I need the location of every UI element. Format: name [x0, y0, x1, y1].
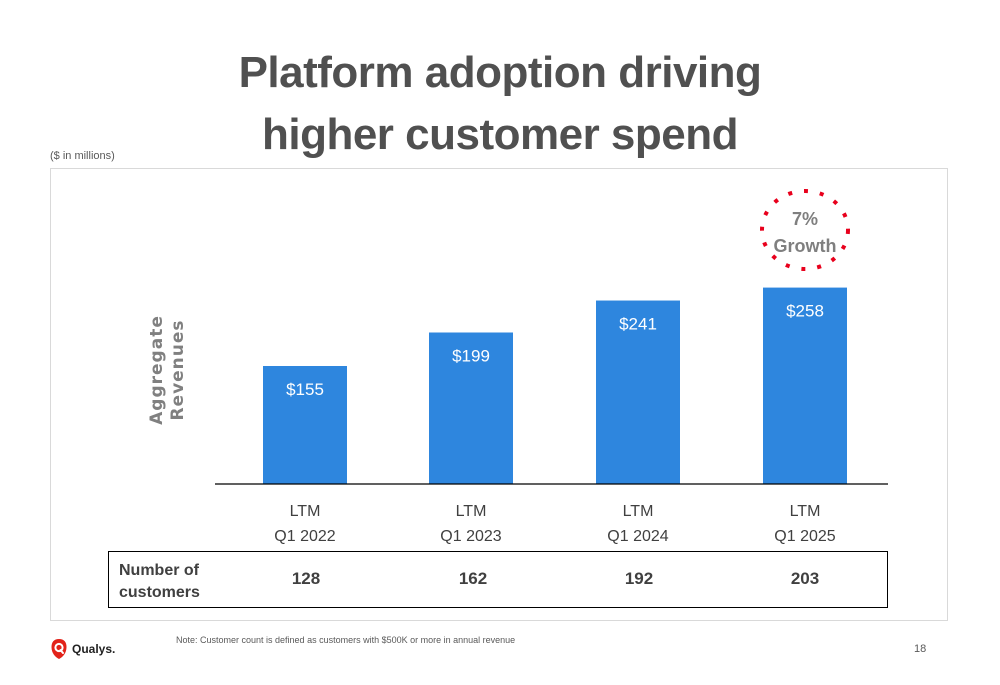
customers-label: Number of customers: [119, 560, 219, 604]
units-note: ($ in millions): [50, 150, 115, 162]
title-line-2: higher customer spend: [261, 110, 739, 159]
customers-label-line-1: Number of: [119, 562, 199, 579]
x-tick-label: LTM: [790, 503, 821, 520]
bar-value-label: $199: [452, 347, 490, 366]
bar: [263, 366, 347, 484]
bar-value-label: $155: [286, 380, 324, 399]
customer-count: 203: [790, 569, 820, 588]
x-tick-label: Q1 2022: [274, 528, 335, 545]
x-tick-label: LTM: [456, 503, 487, 520]
growth-percent-label: 7%: [792, 209, 818, 229]
bar: [596, 300, 680, 484]
x-tick-label: LTM: [290, 503, 321, 520]
page-number: 18: [914, 643, 927, 655]
qualys-logo: Qualys.: [50, 637, 115, 661]
growth-word-label: Growth: [774, 236, 837, 256]
growth-circle: [760, 189, 850, 271]
bar-value-label: $258: [786, 302, 824, 321]
logo-text: Qualys.: [72, 642, 116, 656]
x-tick-label: Q1 2023: [440, 528, 501, 545]
customer-count: 128: [291, 569, 321, 588]
customers-table: Number of customers 128 162 192 203: [108, 551, 888, 608]
bar: [763, 287, 847, 484]
customers-label-line-2: customers: [119, 584, 200, 601]
x-tick-label: Q1 2025: [774, 528, 835, 545]
page-title: Platform adoption driving higher custome…: [0, 42, 1000, 166]
qualys-shield-icon: [51, 639, 67, 659]
y-axis-label: AggregateRevenues: [147, 315, 188, 425]
chart-frame: [50, 168, 948, 621]
bar: [429, 332, 513, 484]
bar-value-label: $241: [619, 315, 657, 334]
customer-count: 162: [458, 569, 488, 588]
footnote: Note: Customer count is defined as custo…: [176, 635, 516, 645]
customer-count: 192: [624, 569, 654, 588]
x-tick-label: Q1 2024: [607, 528, 668, 545]
title-line-1: Platform adoption driving: [238, 48, 762, 97]
x-tick-label: LTM: [623, 503, 654, 520]
